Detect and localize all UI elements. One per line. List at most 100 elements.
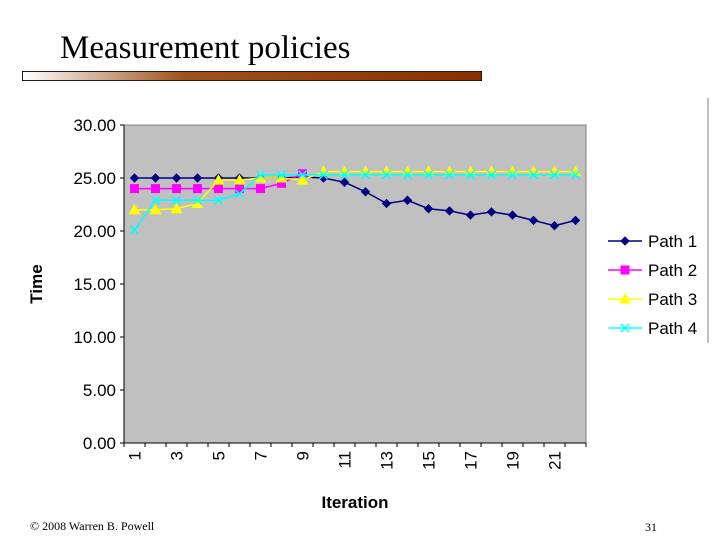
legend-label: Path 3 [648, 290, 697, 309]
series-layer [128, 165, 582, 235]
data-point-x-stroke [360, 170, 371, 180]
x-tick-label: 7 [252, 451, 271, 460]
x-axis: 1 3 5 7 9 11 13 15 17 19 21 [123, 442, 587, 470]
legend-label: Path 4 [648, 319, 697, 338]
x-tick-label: 21 [546, 451, 565, 470]
y-tick-label: 20.00 [73, 222, 116, 241]
data-point-diamond [549, 220, 560, 231]
data-point-triangle [296, 174, 309, 185]
data-point-x [444, 170, 455, 180]
data-point-diamond [402, 195, 413, 205]
data-point-x-stroke [507, 170, 518, 180]
data-point-x [150, 195, 161, 205]
series-path-4 [129, 170, 581, 235]
data-point-x [129, 225, 140, 235]
series-path-2 [130, 169, 307, 194]
legend: Path 1 Path 2 Path 3 Path 4 [608, 232, 697, 338]
data-point-x [402, 170, 413, 180]
data-point-triangle [233, 174, 246, 185]
y-tick-label: 0.00 [83, 434, 116, 453]
data-point-x-stroke [423, 170, 434, 180]
data-point-x-stroke [620, 323, 630, 333]
data-point-x-stroke [234, 189, 245, 199]
data-point-x [486, 170, 497, 180]
y-tick-label: 30.00 [73, 116, 116, 135]
x-axis-label: Iteration [321, 493, 388, 512]
data-point-x-stroke [444, 170, 455, 180]
data-point-x [620, 323, 630, 333]
data-point-x [339, 170, 350, 180]
data-point-x-stroke [255, 170, 266, 180]
data-point-triangle [212, 174, 225, 185]
series-line [134, 176, 576, 227]
data-point-x [171, 195, 182, 205]
x-tick-label: 17 [462, 451, 481, 470]
data-point-diamond [150, 173, 161, 183]
title-underline-bar [22, 71, 482, 81]
data-point-x-stroke [171, 195, 182, 205]
data-point-diamond [486, 207, 497, 217]
data-point-diamond [360, 187, 371, 197]
y-tick-label: 5.00 [83, 381, 116, 400]
data-point-diamond [339, 177, 350, 187]
data-point-square [256, 184, 265, 194]
plot-area [123, 124, 587, 444]
page-number: 31 [645, 520, 657, 534]
data-point-x [549, 170, 560, 180]
data-point-square [620, 265, 630, 275]
x-tick-label: 19 [504, 451, 523, 470]
data-point-x-stroke [402, 170, 413, 180]
data-point-x [423, 170, 434, 180]
data-point-x-stroke [465, 170, 476, 180]
slide-title: Measurement policies [60, 30, 351, 66]
y-tick-label: 10.00 [73, 328, 116, 347]
legend-label: Path 1 [648, 232, 697, 251]
data-point-diamond [423, 204, 434, 214]
data-point-square [214, 184, 223, 194]
data-point-x-stroke [528, 170, 539, 180]
y-tick-label: 25.00 [73, 169, 116, 188]
legend-item: Path 1 [608, 232, 697, 251]
footer-copyright: © 2008 Warren B. Powell [30, 519, 155, 533]
x-tick-label: 15 [420, 451, 439, 470]
data-point-x [255, 170, 266, 180]
data-point-x [528, 170, 539, 180]
data-point-x-stroke [129, 225, 140, 235]
y-axis-label: Time [27, 264, 46, 303]
data-point-diamond [507, 210, 518, 220]
data-point-diamond [620, 236, 630, 246]
data-point-square [130, 184, 139, 194]
data-point-x-stroke [213, 195, 224, 205]
data-point-x [465, 170, 476, 180]
data-point-x [192, 195, 203, 205]
data-point-x [318, 170, 329, 180]
legend-label: Path 2 [648, 261, 697, 280]
data-point-x [570, 170, 581, 180]
data-point-diamond [381, 198, 392, 209]
legend-item: Path 2 [608, 261, 697, 280]
legend-item: Path 4 [608, 319, 697, 338]
y-axis: 0.00 5.00 10.00 15.00 20.00 25.00 30.00 [73, 116, 125, 453]
x-tick-label: 13 [378, 451, 397, 470]
data-point-diamond [444, 206, 455, 216]
data-point-x-stroke [549, 170, 560, 180]
data-point-x [213, 195, 224, 205]
legend-item: Path 3 [608, 290, 697, 309]
data-point-triangle [170, 202, 183, 214]
data-point-x [360, 170, 371, 180]
data-point-square [172, 184, 181, 194]
data-point-x-stroke [192, 195, 203, 205]
data-point-triangle [619, 292, 631, 304]
data-point-x-stroke [570, 170, 581, 180]
data-point-x-stroke [318, 170, 329, 180]
data-point-x [234, 189, 245, 199]
data-point-diamond [192, 173, 203, 183]
data-point-diamond [528, 215, 539, 226]
data-point-x [276, 170, 287, 180]
data-point-x [507, 170, 518, 180]
data-point-diamond [129, 173, 140, 183]
data-point-x [381, 170, 392, 180]
data-point-square [193, 184, 202, 194]
